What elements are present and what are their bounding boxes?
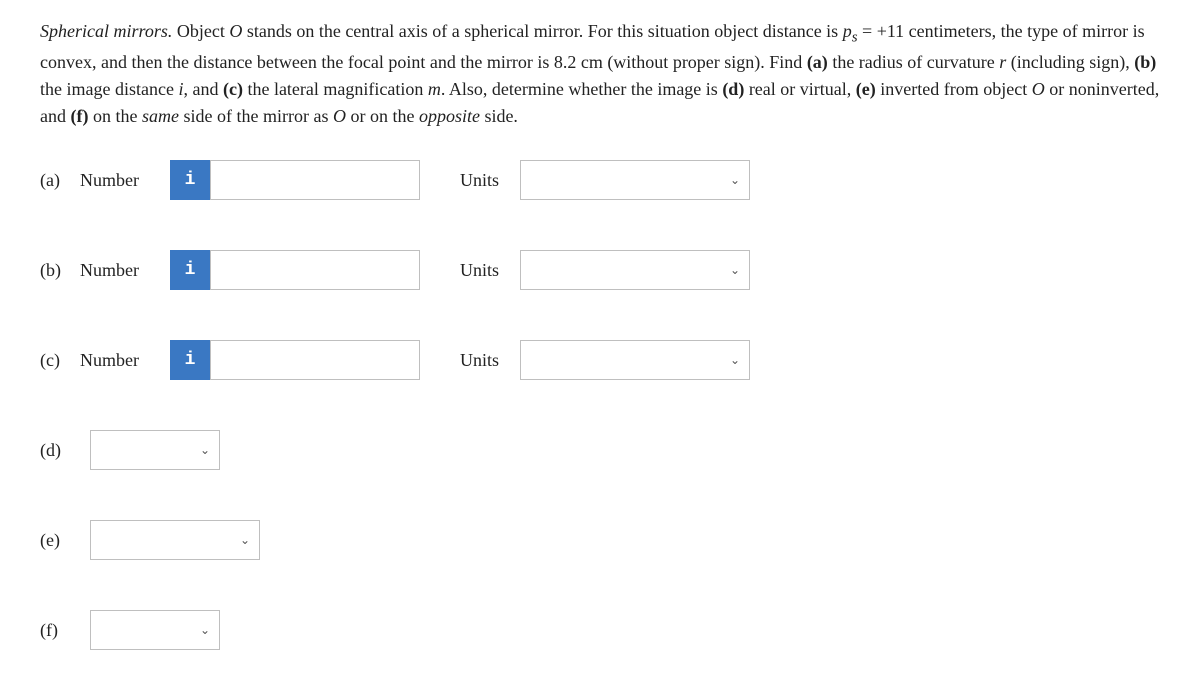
- number-input-b[interactable]: [210, 250, 420, 290]
- answer-row-b: (b) Number i Units ⌄: [40, 250, 1160, 290]
- answer-row-d: (d) ⌄: [40, 430, 1160, 470]
- text-span: (a): [807, 52, 828, 72]
- text-span: the lateral magnification: [243, 79, 428, 99]
- text-span: opposite: [419, 106, 480, 126]
- select-f[interactable]: [90, 610, 220, 650]
- number-label: Number: [80, 347, 170, 374]
- units-label: Units: [460, 167, 520, 194]
- text-span: the radius of curvature: [828, 52, 999, 72]
- number-label: Number: [80, 257, 170, 284]
- select-wrap-e: ⌄: [90, 520, 260, 560]
- select-d[interactable]: [90, 430, 220, 470]
- part-label-a: (a): [40, 167, 80, 194]
- number-label: Number: [80, 167, 170, 194]
- select-wrap-f: ⌄: [90, 610, 220, 650]
- part-label-d: (d): [40, 437, 90, 464]
- units-select-wrap-c: ⌄: [520, 340, 750, 380]
- answer-row-a: (a) Number i Units ⌄: [40, 160, 1160, 200]
- text-span: O: [1032, 79, 1045, 99]
- text-span: Spherical mirrors.: [40, 21, 172, 41]
- text-span: . Also, determine whether the image is: [441, 79, 722, 99]
- part-label-e: (e): [40, 527, 90, 554]
- text-span: (b): [1134, 52, 1156, 72]
- info-icon[interactable]: i: [170, 340, 210, 380]
- units-select-wrap-b: ⌄: [520, 250, 750, 290]
- units-select-b[interactable]: [520, 250, 750, 290]
- text-span: real or virtual,: [744, 79, 855, 99]
- text-span: , and: [183, 79, 223, 99]
- answer-row-c: (c) Number i Units ⌄: [40, 340, 1160, 380]
- text-span: stands on the central axis of a spherica…: [242, 21, 842, 41]
- units-label: Units: [460, 347, 520, 374]
- text-span: (c): [223, 79, 243, 99]
- part-label-c: (c): [40, 347, 80, 374]
- text-span: p: [843, 21, 852, 41]
- info-icon[interactable]: i: [170, 250, 210, 290]
- problem-statement: Spherical mirrors. Object O stands on th…: [40, 18, 1160, 130]
- part-label-f: (f): [40, 617, 90, 644]
- text-span: (including sign),: [1006, 52, 1134, 72]
- text-span: side of the mirror as: [179, 106, 333, 126]
- select-e[interactable]: [90, 520, 260, 560]
- units-label: Units: [460, 257, 520, 284]
- units-select-a[interactable]: [520, 160, 750, 200]
- text-span: Object: [172, 21, 229, 41]
- answer-row-f: (f) ⌄: [40, 610, 1160, 650]
- select-wrap-d: ⌄: [90, 430, 220, 470]
- number-input-a[interactable]: [210, 160, 420, 200]
- text-span: O: [229, 21, 242, 41]
- text-span: inverted from object: [876, 79, 1032, 99]
- text-span: same: [142, 106, 179, 126]
- text-span: (f): [71, 106, 89, 126]
- units-select-c[interactable]: [520, 340, 750, 380]
- text-span: side.: [480, 106, 518, 126]
- text-span: the image distance: [40, 79, 178, 99]
- text-span: (d): [722, 79, 744, 99]
- answer-row-e: (e) ⌄: [40, 520, 1160, 560]
- text-span: (e): [856, 79, 876, 99]
- text-span: or on the: [346, 106, 419, 126]
- info-icon[interactable]: i: [170, 160, 210, 200]
- units-select-wrap-a: ⌄: [520, 160, 750, 200]
- number-input-c[interactable]: [210, 340, 420, 380]
- text-span: O: [333, 106, 346, 126]
- text-span: on the: [88, 106, 142, 126]
- part-label-b: (b): [40, 257, 80, 284]
- text-span: m: [428, 79, 441, 99]
